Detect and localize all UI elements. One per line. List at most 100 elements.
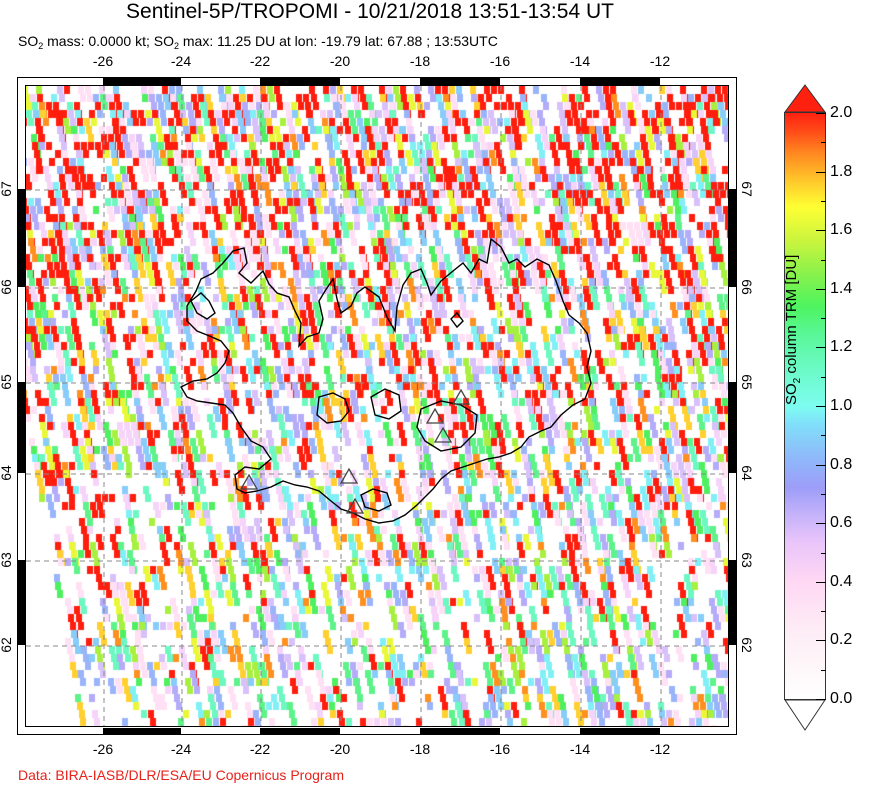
colorbar-minor-tick bbox=[821, 142, 826, 144]
axis-scale-segment bbox=[580, 78, 660, 85]
colorbar-tick-label: 1.4 bbox=[830, 279, 853, 297]
axis-scale-segment bbox=[729, 382, 736, 473]
so2-label: SO bbox=[18, 33, 39, 49]
axis-scale-segment bbox=[420, 728, 500, 735]
lon-tick-label: -22 bbox=[249, 53, 271, 69]
lon-tick-label: -14 bbox=[569, 53, 591, 69]
lat-tick-label: 64 bbox=[0, 465, 14, 481]
colorbar-major-tick bbox=[816, 171, 826, 173]
colorbar-tick-label: 0.8 bbox=[830, 455, 853, 473]
colorbar-tick-label: 0.0 bbox=[830, 690, 853, 707]
lon-tick-label: -12 bbox=[649, 53, 671, 69]
so2-max-text: max: 11.25 DU at lon: -19.79 lat: 67.88 … bbox=[179, 33, 498, 49]
axis-scale-segment bbox=[729, 560, 736, 645]
volcano-triangle-icon bbox=[451, 388, 471, 405]
lat-tick-label: 67 bbox=[739, 181, 755, 197]
colorbar-minor-tick bbox=[821, 376, 826, 378]
axis-scale-segment bbox=[420, 78, 500, 85]
so2-pixel-layer bbox=[26, 86, 728, 726]
colorbar-major-tick bbox=[816, 464, 826, 466]
axis-scale-segment bbox=[18, 382, 25, 473]
axis-scale-segment bbox=[260, 78, 340, 85]
lat-tick-label: 63 bbox=[739, 552, 755, 568]
colorbar-major-tick bbox=[816, 699, 826, 700]
lat-tick-label: 62 bbox=[0, 637, 14, 653]
volcano-triangle-icon bbox=[239, 473, 259, 490]
volcano-markers bbox=[239, 388, 471, 514]
lon-tick-label: -20 bbox=[329, 53, 351, 69]
colorbar-tick-label: 0.4 bbox=[830, 572, 853, 590]
lat-tick-label: 65 bbox=[739, 374, 755, 390]
colorbar-over-arrow-icon bbox=[784, 84, 826, 113]
colorbar-tick-label: 1.2 bbox=[830, 338, 853, 356]
colorbar-minor-tick bbox=[821, 259, 826, 261]
colorbar-title-sub: 2 bbox=[791, 377, 803, 384]
lat-tick-label: 62 bbox=[739, 637, 755, 653]
colorbar-major-tick bbox=[816, 640, 826, 642]
lon-tick-label: -20 bbox=[329, 741, 351, 757]
so2-mass-text: mass: 0.0000 kt; bbox=[43, 33, 154, 49]
volcano-triangle-icon bbox=[425, 407, 445, 424]
colorbar-tick-label: 1.0 bbox=[830, 397, 853, 414]
lat-tick-label: 67 bbox=[0, 181, 14, 197]
colorbar-tick-label: 0.2 bbox=[830, 631, 853, 649]
lon-tick-label: -16 bbox=[489, 53, 511, 69]
lon-tick-label: -24 bbox=[170, 741, 192, 757]
colorbar-under-arrow-icon bbox=[784, 699, 826, 731]
lat-tick-label: 66 bbox=[0, 279, 14, 295]
colorbar-minor-tick bbox=[821, 611, 826, 613]
colorbar-minor-tick bbox=[821, 318, 826, 320]
map-title: Sentinel-5P/TROPOMI - 10/21/2018 13:51-1… bbox=[126, 0, 614, 23]
colorbar-major-tick bbox=[816, 581, 826, 583]
lon-tick-label: -18 bbox=[409, 53, 431, 69]
lon-tick-label: -22 bbox=[249, 741, 271, 757]
lat-tick-label: 66 bbox=[739, 279, 755, 295]
so2-subscript: 2 bbox=[173, 41, 179, 51]
colorbar-major-tick bbox=[816, 523, 826, 525]
iceland-coastline bbox=[180, 237, 592, 524]
axis-scale-segment bbox=[729, 189, 736, 287]
lon-tick-label: -26 bbox=[92, 741, 114, 757]
lat-tick-label: 64 bbox=[739, 465, 755, 481]
lat-tick-label: 65 bbox=[0, 374, 14, 390]
volcano-triangle-icon bbox=[433, 426, 453, 443]
lon-tick-label: -26 bbox=[92, 53, 114, 69]
axis-scale-segment bbox=[103, 728, 181, 735]
colorbar-minor-tick bbox=[821, 669, 826, 671]
colorbar-major-tick bbox=[816, 347, 826, 349]
axis-scale-segment bbox=[103, 78, 181, 85]
colorbar-major-tick bbox=[816, 288, 826, 290]
colorbar-title-rest: column TRM [DU] bbox=[782, 254, 800, 378]
lon-tick-label: -12 bbox=[649, 741, 671, 757]
colorbar-minor-tick bbox=[821, 435, 826, 437]
colorbar-tick-label: 1.6 bbox=[830, 221, 853, 239]
colorbar-minor-tick bbox=[821, 200, 826, 202]
colorbar-major-tick bbox=[816, 406, 826, 407]
map-plot-area[interactable] bbox=[25, 85, 729, 727]
lat-tick-label: 63 bbox=[0, 552, 14, 568]
colorbar-minor-tick bbox=[821, 493, 826, 495]
so2-label: SO bbox=[153, 33, 174, 49]
lon-tick-label: -16 bbox=[489, 741, 511, 757]
axis-scale-segment bbox=[580, 728, 660, 735]
so2-subscript: 2 bbox=[38, 41, 44, 51]
volcano-triangle-icon bbox=[345, 497, 365, 514]
colorbar-major-tick bbox=[816, 230, 826, 232]
colorbar-minor-tick bbox=[821, 552, 826, 554]
lon-tick-label: -18 bbox=[409, 741, 431, 757]
colorbar-title-so: SO bbox=[782, 383, 800, 405]
colorbar-tick-label: 0.6 bbox=[830, 514, 853, 532]
map-subtitle: SO2 mass: 0.0000 kt; SO2 max: 11.25 DU a… bbox=[18, 33, 498, 51]
lon-tick-label: -14 bbox=[569, 741, 591, 757]
volcano-triangle-icon bbox=[339, 467, 359, 484]
colorbar-title: SO2 column TRM [DU] bbox=[783, 255, 803, 405]
lon-tick-label: -24 bbox=[170, 53, 192, 69]
colorbar-major-tick bbox=[816, 113, 826, 114]
map-overlay bbox=[26, 86, 728, 726]
colorbar-tick-label: 2.0 bbox=[830, 104, 853, 121]
axis-scale-segment bbox=[18, 560, 25, 645]
graticule bbox=[26, 86, 728, 726]
colorbar-tick-label: 1.8 bbox=[830, 162, 853, 180]
axis-scale-segment bbox=[18, 189, 25, 287]
axis-scale-segment bbox=[260, 728, 340, 735]
